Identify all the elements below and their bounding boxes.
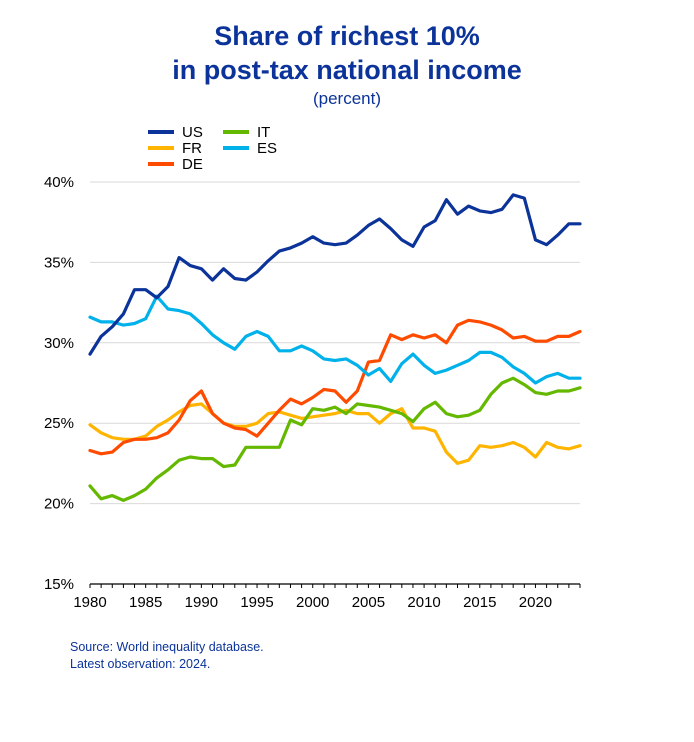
x-tick-label: 1985: [129, 594, 162, 611]
x-tick-label: 2010: [407, 594, 440, 611]
legend-label-de: DE: [182, 156, 203, 173]
x-tick-label: 2015: [463, 594, 496, 611]
x-tick-label: 1980: [73, 594, 106, 611]
y-tick-label: 30%: [44, 335, 74, 352]
series-line-it: [88, 376, 582, 502]
legend-label-it: IT: [257, 124, 270, 141]
latest-observation-note: Latest observation: 2024.: [70, 657, 211, 671]
source-note: Source: World inequality database.: [70, 640, 264, 654]
y-axis: 15% 20% 25% 30% 35% 40%: [44, 174, 74, 593]
chart-series: [88, 193, 582, 502]
series-line-es: [88, 294, 582, 385]
x-tick-label: 2005: [352, 594, 385, 611]
legend-label-fr: FR: [182, 140, 202, 157]
x-tick-label: 2000: [296, 594, 329, 611]
y-tick-label: 40%: [44, 174, 74, 191]
chart-title-line-1: Share of richest 10%: [214, 21, 480, 51]
x-tick-label: 1990: [185, 594, 218, 611]
y-tick-label: 25%: [44, 415, 74, 432]
chart-subtitle: (percent): [312, 89, 382, 108]
series-line-fr: [88, 402, 582, 465]
y-tick-label: 35%: [44, 254, 74, 271]
chart-title-line-2: in post-tax national income: [172, 55, 522, 85]
x-tick-label: 1995: [240, 594, 273, 611]
chart-gridlines: [90, 181, 580, 505]
x-tick-label: 2020: [519, 594, 552, 611]
legend-label-es: ES: [257, 140, 277, 157]
y-tick-label: 20%: [44, 496, 74, 513]
series-line-us: [88, 193, 582, 356]
x-axis: 1980 1985 1990 1995 2000 2005 2010 2015 2020: [73, 583, 581, 611]
series-line-de: [88, 318, 582, 456]
y-tick-label: 15%: [44, 576, 74, 593]
legend-label-us: US: [182, 124, 203, 141]
